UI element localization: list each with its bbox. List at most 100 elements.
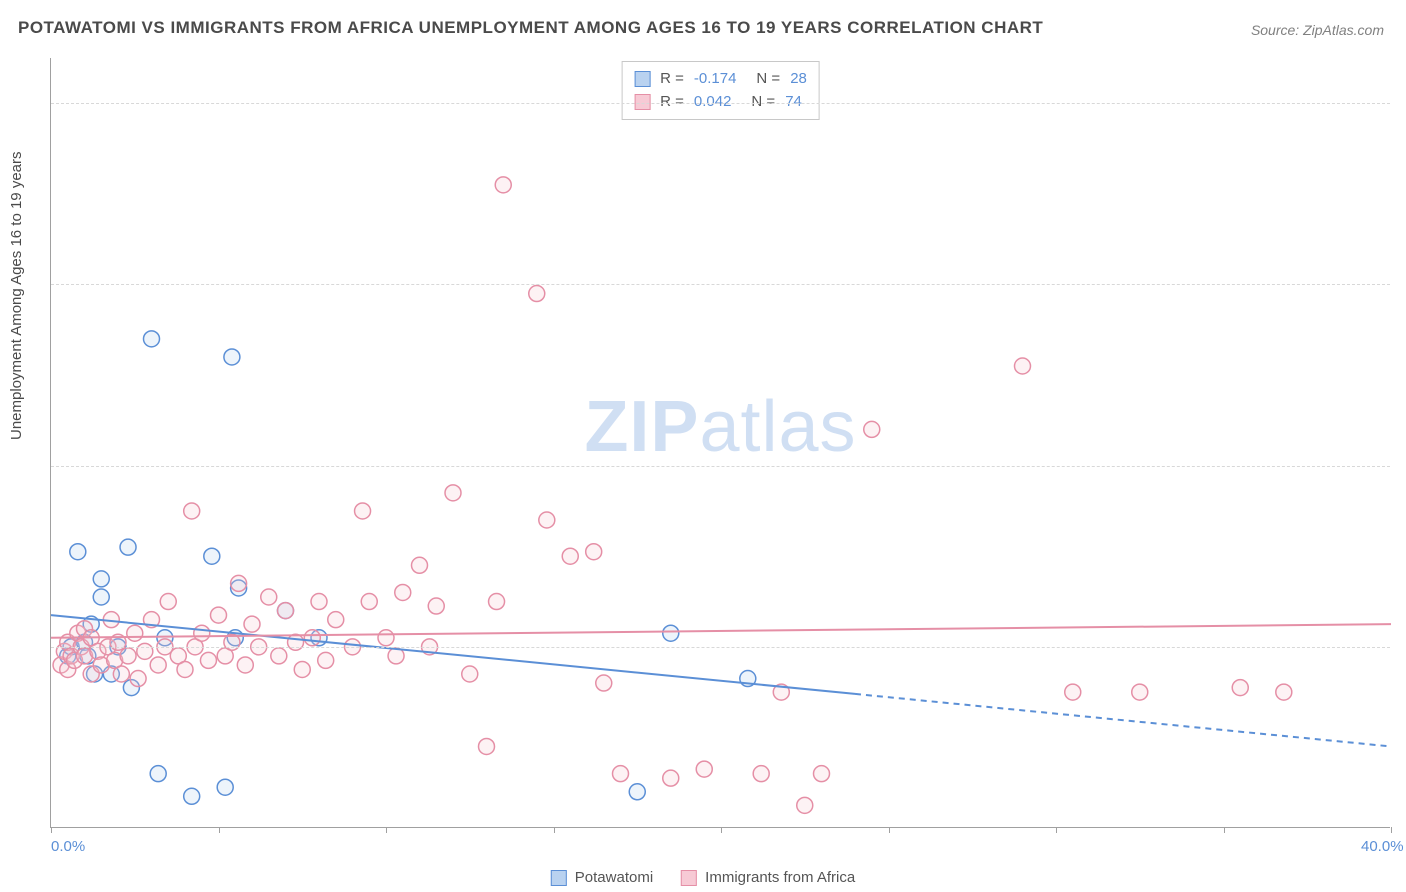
data-point [200,652,216,668]
data-point [237,657,253,673]
data-point [184,788,200,804]
source-attribution: Source: ZipAtlas.com [1251,22,1384,38]
data-point [93,571,109,587]
data-point [586,544,602,560]
data-point [428,598,444,614]
data-point [361,594,377,610]
x-tick-label: 0.0% [51,838,85,855]
legend-label: Potawatomi [575,869,653,886]
data-point [797,797,813,813]
legend-item: Potawatomi [551,869,653,886]
x-tick-mark [1391,827,1392,833]
data-point [137,643,153,659]
data-point [150,766,166,782]
n-label: N = [751,91,775,114]
series-legend: Potawatomi Immigrants from Africa [551,869,855,886]
data-point [311,594,327,610]
data-point [378,630,394,646]
data-point [150,657,166,673]
data-point [184,503,200,519]
plot-area: ZIPatlas R = -0.174 N = 28 R = 0.042 N =… [50,58,1390,828]
chart-svg [51,58,1390,827]
data-point [1015,358,1031,374]
data-point [113,666,129,682]
data-point [596,675,612,691]
data-point [70,544,86,560]
data-point [445,485,461,501]
x-tick-mark [1056,827,1057,833]
data-point [814,766,830,782]
legend-item: Immigrants from Africa [681,869,855,886]
data-point [864,421,880,437]
data-point [753,766,769,782]
data-point [217,779,233,795]
data-point [304,630,320,646]
data-point [412,557,428,573]
data-point [1132,684,1148,700]
x-tick-mark [1224,827,1225,833]
data-point [211,607,227,623]
legend-swatch [634,71,650,87]
chart-title: POTAWATOMI VS IMMIGRANTS FROM AFRICA UNE… [18,18,1043,38]
data-point [127,625,143,641]
data-point [278,603,294,619]
n-value: 74 [785,91,802,114]
data-point [489,594,505,610]
data-point [663,770,679,786]
r-value: -0.174 [694,68,737,91]
data-point [231,575,247,591]
grid-line [51,647,1390,648]
data-point [696,761,712,777]
data-point [462,666,478,682]
data-point [160,594,176,610]
grid-line [51,284,1390,285]
data-point [495,177,511,193]
data-point [663,625,679,641]
data-point [244,616,260,632]
data-point [120,648,136,664]
correlation-legend-row: R = -0.174 N = 28 [634,68,807,91]
correlation-legend: R = -0.174 N = 28 R = 0.042 N = 74 [621,61,820,120]
data-point [355,503,371,519]
y-axis-title: Unemployment Among Ages 16 to 19 years [8,151,25,440]
data-point [261,589,277,605]
r-label: R = [660,91,684,114]
data-point [529,286,545,302]
r-value: 0.042 [694,91,732,114]
data-point [194,625,210,641]
x-tick-mark [51,827,52,833]
data-point [288,634,304,650]
data-point [204,548,220,564]
legend-label: Immigrants from Africa [705,869,855,886]
x-tick-label: 40.0% [1361,838,1404,855]
data-point [177,661,193,677]
legend-swatch [681,870,697,886]
x-tick-mark [721,827,722,833]
grid-line [51,466,1390,467]
data-point [479,738,495,754]
x-tick-mark [554,827,555,833]
data-point [224,349,240,365]
data-point [629,784,645,800]
data-point [93,589,109,605]
x-tick-mark [219,827,220,833]
data-point [562,548,578,564]
correlation-legend-row: R = 0.042 N = 74 [634,91,807,114]
data-point [328,612,344,628]
data-point [144,331,160,347]
data-point [539,512,555,528]
data-point [120,539,136,555]
legend-swatch [634,94,650,110]
r-label: R = [660,68,684,91]
data-point [318,652,334,668]
data-point [271,648,287,664]
data-point [1065,684,1081,700]
trend-line-extrapolated [855,694,1391,747]
n-label: N = [756,68,780,91]
data-point [1232,680,1248,696]
data-point [294,661,310,677]
x-tick-mark [889,827,890,833]
grid-line [51,103,1390,104]
n-value: 28 [790,68,807,91]
data-point [1276,684,1292,700]
